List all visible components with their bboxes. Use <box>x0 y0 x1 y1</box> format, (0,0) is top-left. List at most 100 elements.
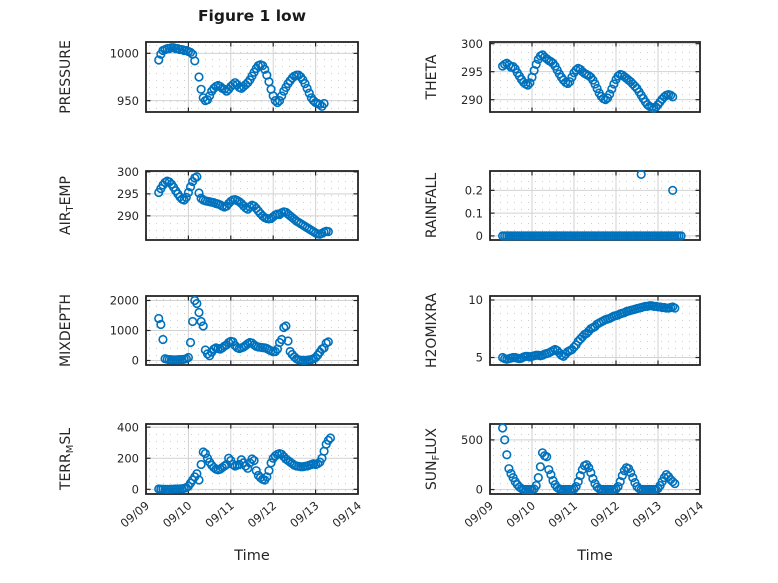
subplot-rainfall: 0 0.1 0.2 RAINFALL <box>424 169 701 243</box>
data-point <box>190 56 200 66</box>
y-axis-label: SUNFLUX <box>424 427 442 490</box>
data-point <box>529 65 539 76</box>
x-tick-label: 09/12 <box>245 498 279 530</box>
data-point <box>508 62 518 72</box>
x-tick-label: 09/12 <box>588 498 622 530</box>
subplot-pressure: 950 1000 PRESSURE <box>58 40 359 114</box>
data-point <box>192 172 202 182</box>
plot-canvas-rainfall: 0 0.1 0.2 RAINFALL <box>424 169 701 243</box>
x-tick-label: 09/10 <box>504 498 538 530</box>
y-axis-label: MIXDEPTH <box>58 294 74 367</box>
data-point <box>192 298 202 309</box>
data-point <box>243 463 253 473</box>
data-point <box>194 188 204 198</box>
data-point <box>283 336 293 346</box>
y-tick-label: 950 <box>117 94 139 108</box>
data-point <box>544 465 554 475</box>
subplot-air-temp: 290 295 300 AIRTEMP <box>58 165 359 241</box>
data-point <box>586 468 596 478</box>
subplot-terr-msl: 0 200 400 09/09 09/10 09/11 09/12 09/13 09/14 TER… <box>58 420 364 530</box>
subplot-h2omixra: 5 10 H2OMIXRA <box>424 293 701 368</box>
data-point <box>323 227 333 237</box>
x-tick-label: 09/14 <box>672 498 706 530</box>
data-point <box>668 92 678 102</box>
y-tick-label: 295 <box>461 65 483 79</box>
data-point <box>571 481 581 492</box>
y-axis-label: RAINFALL <box>424 173 440 238</box>
data-point <box>319 98 329 109</box>
data-point <box>573 476 583 487</box>
data-point <box>533 473 543 483</box>
data-point <box>592 83 602 94</box>
y-tick-label: 0 <box>132 354 139 368</box>
y-tick-label: 0 <box>476 229 483 243</box>
data-point <box>668 476 678 487</box>
data-point <box>323 435 333 445</box>
data-point <box>500 435 510 445</box>
data-point <box>194 307 204 318</box>
y-tick-label: 300 <box>117 165 139 179</box>
data-point <box>569 484 579 494</box>
data-point <box>575 471 585 481</box>
data-point <box>588 474 598 484</box>
data-point <box>502 450 512 460</box>
data-point <box>304 88 314 98</box>
data-point <box>670 303 680 313</box>
data-point <box>569 342 579 352</box>
x-axis-label-left: Time <box>234 548 270 564</box>
data-point <box>196 459 206 470</box>
data-point <box>196 84 206 94</box>
data-point <box>198 321 208 331</box>
data-point <box>617 471 627 481</box>
data-point <box>523 80 533 90</box>
plot-canvas-mixdepth: 0 1000 2000 MIXDEPTH <box>58 294 359 368</box>
plot-canvas-theta: 290 295 300 THETA <box>424 37 701 113</box>
y-tick-label: 0 <box>476 483 483 497</box>
data-point <box>154 313 164 324</box>
data-point <box>504 464 514 474</box>
data-point <box>185 47 196 58</box>
data-point <box>183 187 194 198</box>
data-point <box>156 319 166 330</box>
data-point <box>272 97 283 108</box>
data-point <box>202 349 213 359</box>
y-tick-label: 290 <box>117 209 139 223</box>
data-point <box>224 453 234 463</box>
data-point <box>571 65 581 75</box>
data-point <box>626 468 636 478</box>
data-point <box>605 89 615 99</box>
data-point <box>251 466 261 476</box>
data-point <box>270 346 280 357</box>
subplot-theta: 290 295 300 THETA <box>424 37 701 113</box>
data-point <box>531 59 541 70</box>
data-point <box>194 72 204 82</box>
data-point <box>245 202 255 212</box>
data-point <box>323 337 333 347</box>
data-point <box>247 454 257 464</box>
data-point <box>590 79 600 89</box>
x-tick-label: 09/10 <box>160 498 194 530</box>
data-point <box>565 77 575 87</box>
data-point <box>504 60 514 70</box>
data-point <box>670 478 680 489</box>
data-point <box>270 96 280 106</box>
data-point <box>228 459 238 470</box>
data-point <box>185 337 196 348</box>
data-point <box>279 322 289 333</box>
x-tick-label: 09/09 <box>118 498 152 530</box>
data-point <box>628 473 638 483</box>
plot-canvas-h2omixra: 5 10 H2OMIXRA <box>424 293 701 368</box>
data-point <box>666 90 676 100</box>
y-axis-label: TERRMSL <box>58 428 76 491</box>
data-point <box>268 91 278 101</box>
data-point <box>219 461 230 471</box>
data-point <box>188 316 198 327</box>
y-tick-label: 295 <box>117 187 139 201</box>
data-point <box>194 475 204 485</box>
data-point <box>234 459 244 470</box>
data-point <box>535 462 546 472</box>
data-point <box>249 455 259 466</box>
y-tick-label: 500 <box>461 433 483 447</box>
data-point <box>636 169 646 180</box>
data-point <box>179 195 189 205</box>
